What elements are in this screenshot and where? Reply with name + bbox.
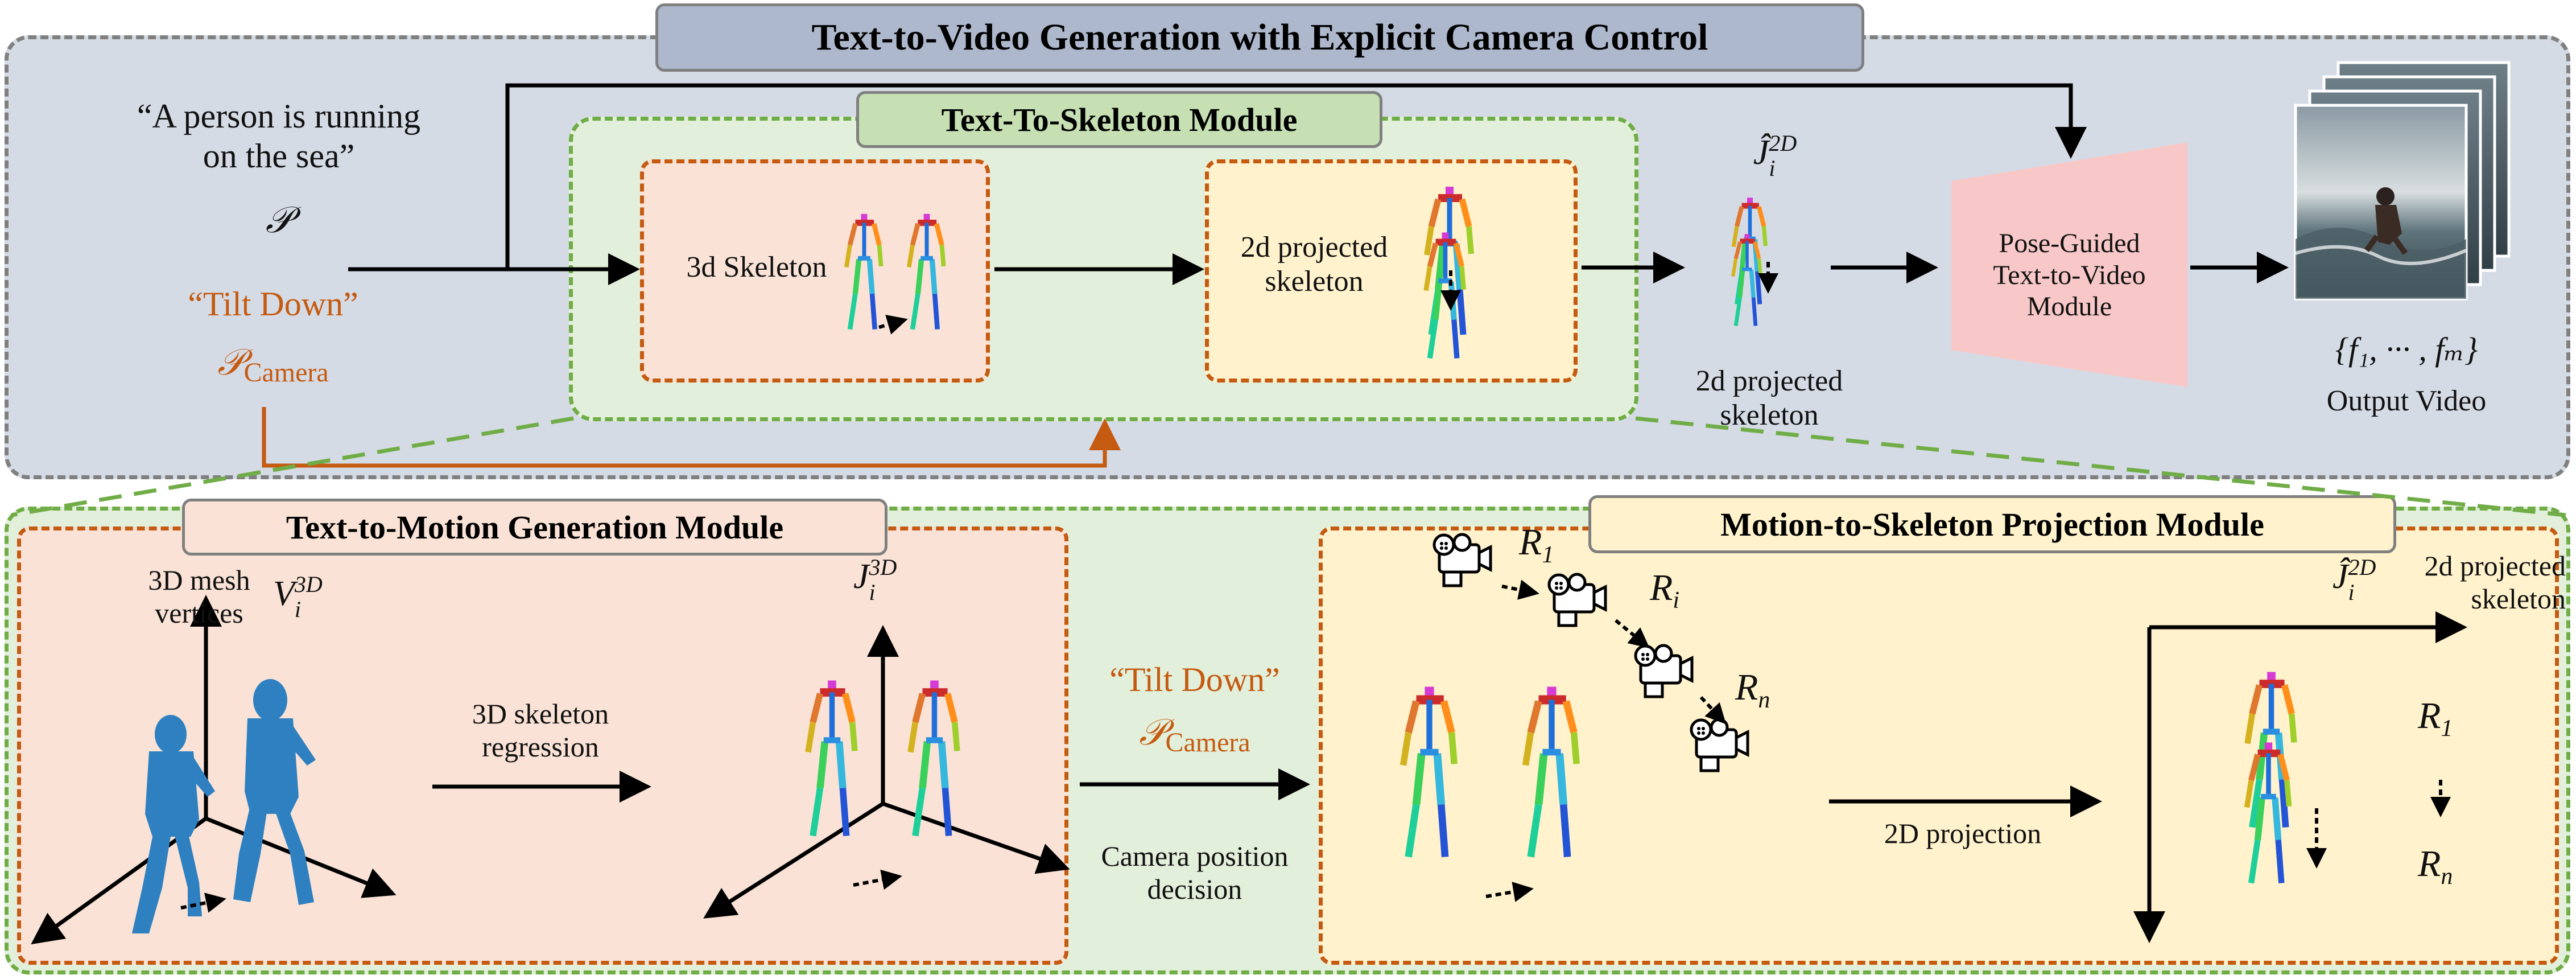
mesh-axes — [31, 595, 397, 945]
top-arrows — [348, 83, 2289, 285]
mesh-vertices-label: 3D mesh vertices — [125, 563, 273, 630]
camera-decision-symbol: 𝒫Camera — [1092, 711, 1297, 759]
r1-letter: R — [1519, 521, 1542, 563]
skeleton-3d-bottom-a — [808, 681, 855, 836]
ri-letter: R — [1650, 567, 1673, 608]
skeleton-3d-bottom-b — [911, 681, 957, 836]
proj-caption-1: 2d projected — [1695, 365, 1843, 397]
t2m-module-title: Text-to-Motion Generation Module — [182, 499, 887, 556]
output-video-frames — [2294, 61, 2511, 301]
regression-line1: 3D skeleton — [472, 698, 609, 730]
r1b-sub: 1 — [2441, 715, 2453, 742]
j2d-sub: i — [2348, 579, 2355, 605]
camera-p-symbol: 𝒫 — [217, 342, 244, 382]
prompt-symbol: 𝒫 — [265, 200, 292, 240]
r1-label: R1 — [1519, 521, 1587, 569]
pose-guided-line1: Pose-Guided — [1999, 228, 2140, 258]
decision-line2: decision — [1147, 873, 1242, 905]
rn-letter: R — [1735, 667, 1758, 708]
skeleton-2d-label-line1: 2d projected — [1240, 231, 1388, 264]
rn-label: Rn — [1735, 666, 1803, 714]
projection-label: 2D projection — [1884, 817, 2042, 849]
skeleton-2d-label: 2d projected skeleton — [1212, 231, 1417, 299]
j3d-letter: J — [853, 557, 869, 597]
rnb-letter: R — [2418, 843, 2441, 885]
j2d-sup: 2D — [2348, 554, 2376, 580]
m2s-module-title: Motion-to-Skeleton Projection Module — [1588, 495, 2396, 553]
pose-guided-line2: Text-to-Video — [1993, 260, 2146, 290]
camera-p-subscript: Camera — [243, 357, 329, 388]
camera-icon-1 — [1434, 534, 1491, 586]
projection-axes — [2133, 611, 2467, 943]
v-sub: i — [294, 597, 301, 622]
camera-prompt-arrow — [262, 407, 1121, 468]
rnb-label: Rn — [2418, 842, 2486, 891]
j2d-letter: Ĵ — [2333, 557, 2348, 597]
j3d-sup: 3D — [869, 554, 897, 580]
skeleton-2d-box — [1205, 159, 1578, 382]
prompt-text: “A person is running on the sea” — [68, 97, 489, 176]
mesh-line1: 3D mesh — [148, 564, 250, 596]
camera-decision-text: “Tilt Down” — [1109, 661, 1280, 698]
proj-caption-2: skeleton — [1720, 399, 1819, 432]
main-title: Text-to-Video Generation with Explicit C… — [655, 3, 1864, 72]
proj-j-sup: 2D — [1769, 130, 1797, 156]
proj-j-sub: i — [1769, 155, 1776, 181]
camera-prompt-text: “Tilt Down” — [188, 285, 358, 323]
m2s-out-line2: skeleton — [2471, 583, 2566, 615]
prompt-line-1: “A person is running — [137, 97, 421, 135]
regression-line2: regression — [482, 731, 599, 763]
proj-j: Ĵ — [1753, 133, 1769, 172]
camera-icon-3 — [1636, 645, 1692, 697]
m2s-output-label: 2d projected skeleton — [2327, 549, 2566, 615]
mesh-line2: vertices — [155, 597, 243, 629]
skeleton-m2s-a — [1403, 687, 1455, 857]
camera-decision-label: Camera position decision — [1070, 840, 1320, 906]
v-sup: 3D — [294, 571, 323, 597]
pose-guided-line3: Module — [2026, 291, 2112, 322]
m2s-out-line1: 2d projected — [2424, 550, 2566, 582]
decision-line1: Camera position — [1101, 840, 1289, 872]
camera-icon-2 — [1549, 574, 1605, 626]
j2d-symbol: Ĵ 2D i — [2333, 555, 2429, 605]
pose-guided-label: Pose-Guided Text-to-Video Module — [1951, 228, 2187, 323]
output-formula: {f₁, ··· , fₘ} — [2335, 331, 2478, 368]
v-letter: V — [273, 574, 295, 614]
skeleton-3d-label: 3d Skeleton — [686, 251, 827, 283]
mesh-figure-front — [233, 679, 316, 905]
ri-sub: i — [1673, 587, 1679, 614]
decision-p-symbol: 𝒫 — [1139, 712, 1166, 752]
pose-guided-module-shape — [1951, 142, 2187, 387]
r1b-label: R1 — [2418, 694, 2486, 743]
camera-icon-4 — [1691, 719, 1748, 771]
mesh-figure-back — [132, 715, 215, 933]
j3d-sub: i — [869, 579, 876, 605]
rnb-sub: n — [2441, 863, 2453, 890]
output-label: Output Video — [2326, 385, 2487, 417]
v-symbol: V 3D i — [273, 572, 370, 622]
skeleton-2d-label-line2: skeleton — [1265, 265, 1364, 298]
ri-label: Ri — [1650, 566, 1718, 615]
regression-label: 3D skeleton regression — [449, 697, 631, 763]
skeleton-m2s-b — [1526, 687, 1577, 857]
t2s-module-title: Text-To-Skeleton Module — [856, 91, 1382, 148]
projected-skeleton-caption: 2d projected skeleton — [1650, 364, 1889, 433]
r1-sub: 1 — [1542, 542, 1554, 569]
prompt-line-2: on the sea” — [203, 137, 355, 175]
j3d-symbol: J 3D i — [853, 555, 950, 605]
camera-prompt-symbol: 𝒫Camera — [176, 342, 370, 389]
r1b-letter: R — [2418, 695, 2441, 737]
rn-sub: n — [1758, 687, 1770, 714]
skeleton-axes — [703, 625, 1070, 919]
projected-j-symbol: Ĵ 2D i — [1727, 131, 1823, 181]
decision-p-subscript: Camera — [1165, 727, 1250, 758]
